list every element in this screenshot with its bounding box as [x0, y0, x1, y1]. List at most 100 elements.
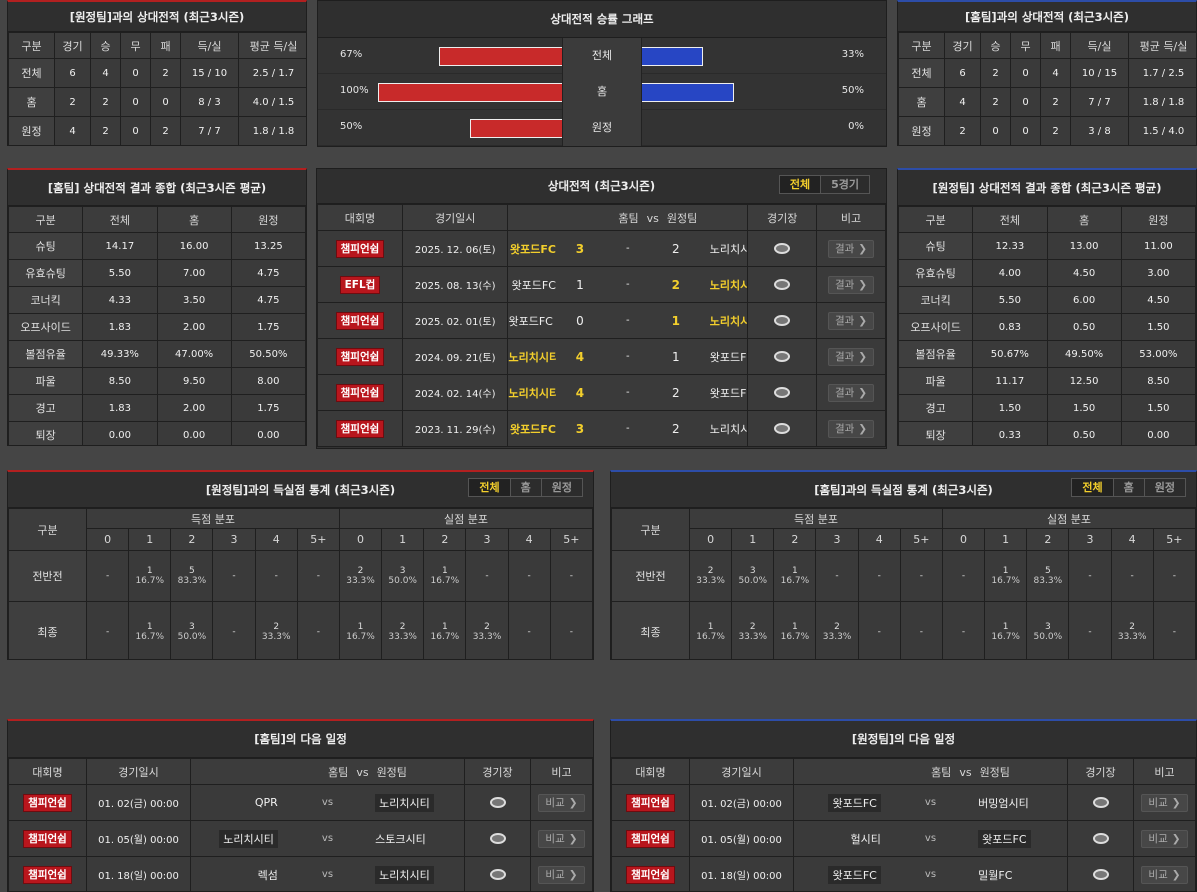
- tab-5-games[interactable]: 5경기: [831, 178, 859, 191]
- away-team[interactable]: 노리치시티: [709, 278, 747, 292]
- home-team[interactable]: 왓포드FC: [828, 793, 881, 812]
- schedule-row[interactable]: 챔피언쉽 01. 18(일) 00:00 왓포드FC vs 밀월FC 비교 ❯: [611, 856, 1196, 891]
- away-team[interactable]: 노리치시티: [375, 793, 434, 812]
- league-badge[interactable]: 챔피언쉽: [335, 311, 385, 330]
- stadium-icon[interactable]: [774, 386, 791, 398]
- home-team[interactable]: QPR: [254, 796, 278, 809]
- tab-1[interactable]: 홈: [1114, 479, 1145, 496]
- stadium-icon[interactable]: [774, 350, 791, 362]
- table-row: 파울 8.50 9.50 8.00: [8, 367, 306, 395]
- league-badge[interactable]: 챔피언쉽: [626, 829, 675, 848]
- away-team[interactable]: 노리치시티: [709, 314, 747, 328]
- away-team[interactable]: 노리치시티: [375, 865, 434, 884]
- compare-button[interactable]: 비교 ❯: [538, 793, 585, 812]
- col-home: 홈팀: [931, 765, 952, 779]
- result-button[interactable]: 결과 ❯: [827, 311, 875, 330]
- stadium-icon[interactable]: [774, 314, 791, 326]
- compare-button[interactable]: 비교 ❯: [1141, 829, 1188, 848]
- home-team-cell: 왓포드FC: [507, 266, 556, 303]
- away-team[interactable]: 밀월FC: [978, 868, 1013, 882]
- league-badge[interactable]: EFL컵: [339, 275, 381, 294]
- compare-button[interactable]: 비교 ❯: [538, 829, 585, 848]
- dist-cell: -: [857, 550, 901, 602]
- column-header: 평균 득/실: [238, 32, 306, 59]
- compare-button[interactable]: 비교 ❯: [538, 865, 585, 884]
- schedule-row[interactable]: 챔피언쉽 01. 05(월) 00:00 노리치시티 vs 스토크시티 비교 ❯: [8, 820, 593, 857]
- league-badge[interactable]: 챔피언쉽: [626, 865, 675, 884]
- schedule-row[interactable]: 챔피언쉽 01. 18(일) 00:00 렉섬 vs 노리치시티 비교 ❯: [8, 856, 593, 891]
- compare-button[interactable]: 비교 ❯: [1141, 793, 1188, 812]
- away-team[interactable]: 왓포드FC: [978, 829, 1031, 848]
- result-button[interactable]: 결과 ❯: [827, 275, 875, 294]
- league-badge[interactable]: 챔피언쉽: [335, 239, 385, 258]
- league-badge[interactable]: 챔피언쉽: [335, 347, 385, 366]
- schedule-row[interactable]: 챔피언쉽 01. 02(금) 00:00 QPR vs 노리치시티 비교 ❯: [8, 784, 593, 821]
- dist-cell: -: [85, 601, 130, 659]
- h2h-home-title: [홈팀]과의 상대전적 (최근3시즌): [898, 2, 1196, 32]
- league-badge[interactable]: 챔피언쉽: [23, 865, 72, 884]
- stadium-icon[interactable]: [774, 422, 791, 434]
- tab-2[interactable]: 원정: [1154, 481, 1175, 494]
- tab-0[interactable]: 전체: [1072, 479, 1114, 496]
- home-team[interactable]: 렉섬: [257, 868, 278, 882]
- stadium-icon[interactable]: [489, 832, 506, 844]
- stadium-icon[interactable]: [1092, 832, 1109, 844]
- count: 3: [1044, 621, 1051, 632]
- stadium-icon[interactable]: [1092, 868, 1109, 880]
- compare-button-label: 비교: [1148, 796, 1168, 809]
- home-team[interactable]: 노리치시티: [219, 829, 278, 848]
- home-team[interactable]: 왓포드FC: [508, 314, 553, 328]
- tab-all[interactable]: 전체: [779, 176, 822, 193]
- dist-cell: -: [1068, 550, 1112, 602]
- stadium-icon[interactable]: [774, 278, 791, 290]
- league-badge[interactable]: 챔피언쉽: [335, 419, 385, 438]
- away-team[interactable]: 노리치시티: [709, 242, 747, 256]
- away-team[interactable]: 노리치시티: [709, 422, 747, 436]
- stadium-icon[interactable]: [489, 868, 506, 880]
- vs-label: vs: [281, 784, 374, 821]
- count: 5: [189, 566, 195, 576]
- schedule-row[interactable]: 챔피언쉽 01. 02(금) 00:00 왓포드FC vs 버밍엄시티 비교 ❯: [611, 784, 1196, 821]
- home-team[interactable]: 노리치시티: [508, 386, 556, 400]
- stadium-icon[interactable]: [774, 242, 791, 254]
- compare-button[interactable]: 비교 ❯: [1141, 865, 1188, 884]
- result-button[interactable]: 결과 ❯: [827, 419, 875, 438]
- stadium-icon[interactable]: [489, 796, 506, 808]
- away-team[interactable]: 버밍엄시티: [978, 796, 1029, 810]
- result-button[interactable]: 결과 ❯: [827, 383, 875, 402]
- home-team[interactable]: 헐시티: [850, 832, 881, 846]
- match-date: 01. 18(일) 00:00: [689, 856, 794, 891]
- league-badge[interactable]: 챔피언쉽: [335, 383, 385, 402]
- result-button[interactable]: 결과 ❯: [827, 239, 875, 258]
- table-row: 전체 6 2 0 4 10 / 15 1.7 / 2.5: [898, 58, 1196, 88]
- home-team[interactable]: 왓포드FC: [511, 278, 556, 292]
- result-button[interactable]: 결과 ❯: [827, 347, 875, 366]
- home-team[interactable]: 왓포드FC: [509, 242, 556, 256]
- home-team[interactable]: 왓포드FC: [509, 422, 556, 436]
- tab-0[interactable]: 전체: [469, 479, 511, 496]
- schedule-row[interactable]: 챔피언쉽 01. 05(월) 00:00 헐시티 vs 왓포드FC 비교 ❯: [611, 820, 1196, 857]
- tab-2[interactable]: 원정: [551, 481, 572, 494]
- stadium-icon[interactable]: [1092, 796, 1109, 808]
- tab-1[interactable]: 홈: [511, 479, 542, 496]
- league-badge[interactable]: 챔피언쉽: [23, 829, 72, 848]
- dist-cell: -: [899, 601, 943, 659]
- goal-count-header: 4: [857, 528, 901, 551]
- away-summary-panel: [원정팀] 상대전적 결과 종합 (최근3시즌 평균) 구분 전체 홈 원정 슈팅 12.…: [897, 168, 1197, 446]
- away-team[interactable]: 왓포드FC: [709, 350, 747, 364]
- league-badge[interactable]: 챔피언쉽: [23, 793, 72, 812]
- home-team[interactable]: 왓포드FC: [828, 865, 881, 884]
- away-team[interactable]: 왓포드FC: [709, 386, 747, 400]
- dist-cell: 1 16.7%: [688, 601, 733, 659]
- count: 1: [146, 621, 153, 632]
- league-badge[interactable]: 챔피언쉽: [626, 793, 675, 812]
- table-row: 오프사이드 1.83 2.00 1.75: [8, 313, 306, 341]
- away-team[interactable]: 스토크시티: [375, 832, 426, 846]
- home-team[interactable]: 노리치시티: [508, 350, 556, 364]
- match-row[interactable]: 챔피언쉽 2025. 02. 01(토)왓포드FC 10-1 노리치시티 결과❯: [317, 302, 886, 339]
